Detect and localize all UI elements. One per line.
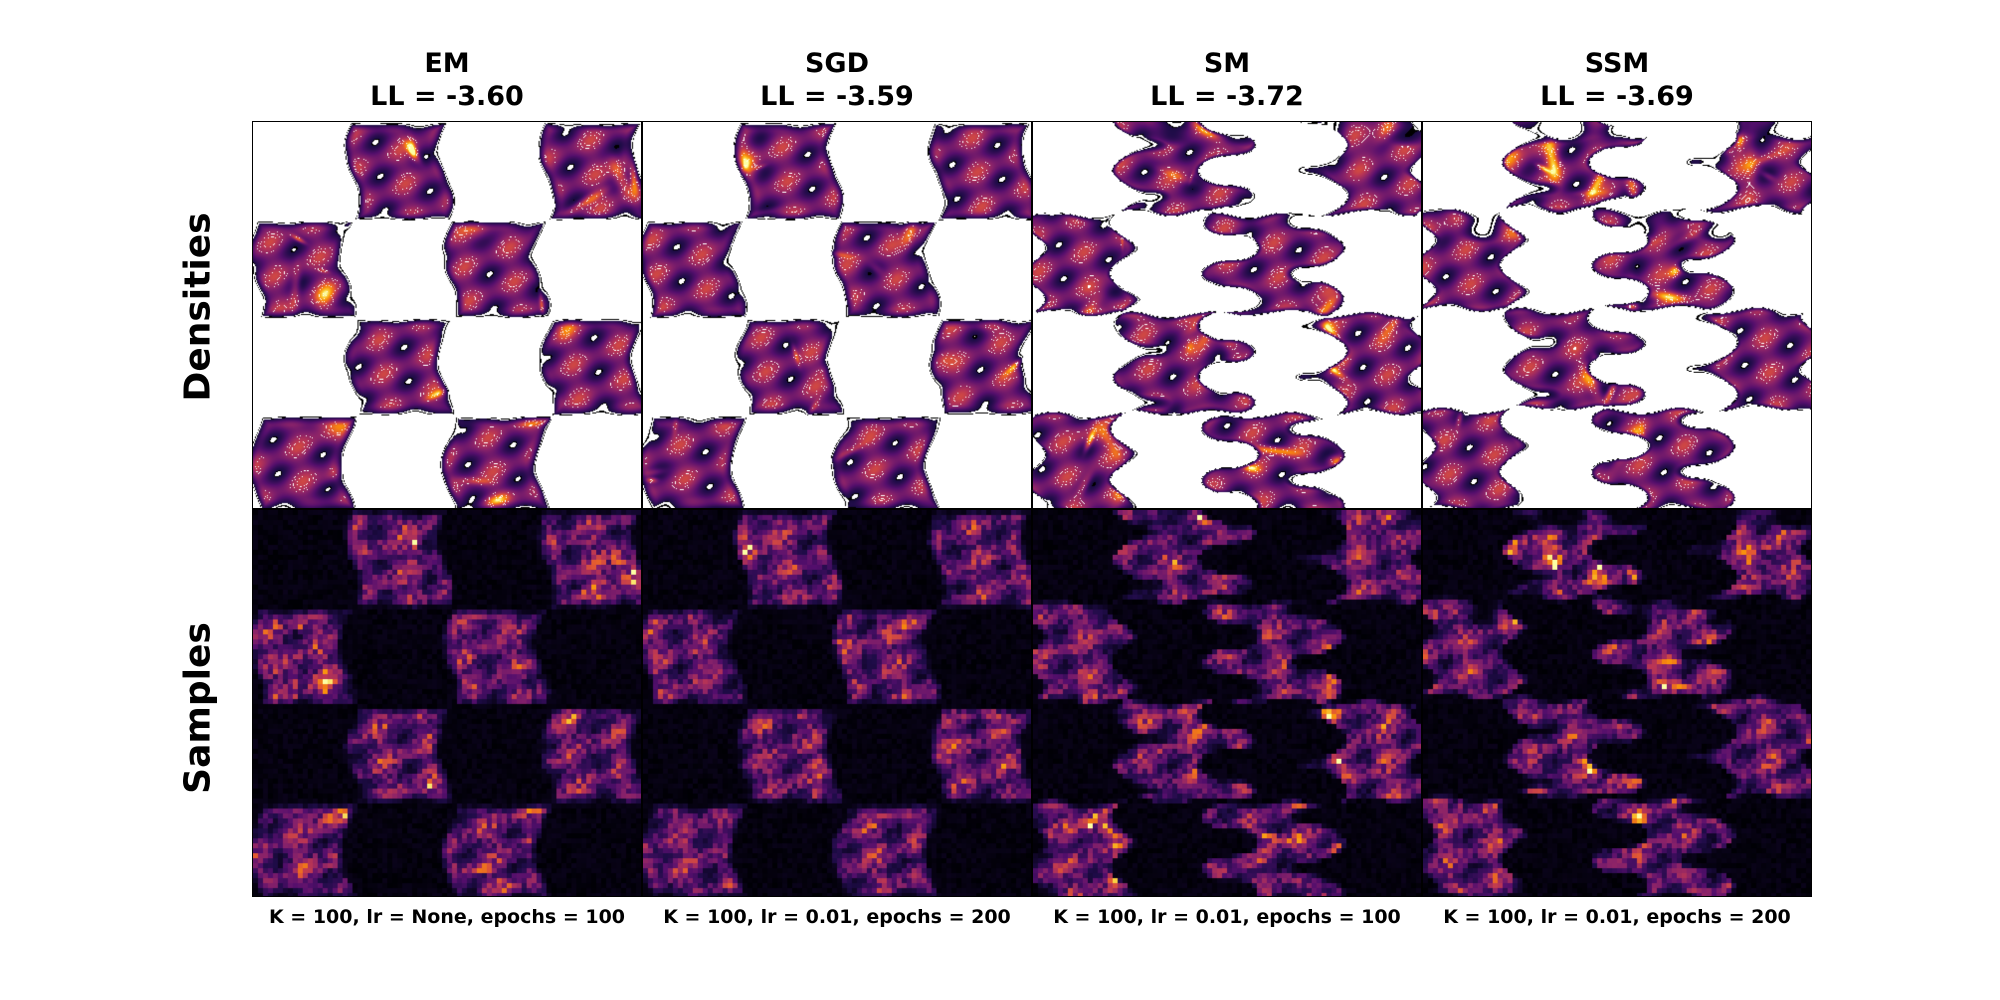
samples-panel-em [252,509,642,897]
ll-label: LL = -3.60 [370,81,524,112]
row-label-samples: Samples [177,622,219,794]
samples-panel-ssm [1422,509,1812,897]
method-label: SSM [1584,48,1650,79]
samples-panel-sm [1032,509,1422,897]
density-panel-ssm [1422,121,1812,509]
density-panel-sgd [642,121,1032,509]
ll-label: LL = -3.69 [1540,81,1694,112]
samples-panel-sgd [642,509,1032,897]
footer-sgd: K = 100, lr = 0.01, epochs = 200 [663,906,1011,928]
column-title-ssm: SSM LL = -3.69 [1422,47,1812,113]
method-label: SGD [804,48,870,79]
row-label-densities: Densities [177,212,219,402]
footer-em: K = 100, lr = None, epochs = 100 [268,906,626,928]
footer-sm: K = 100, lr = 0.01, epochs = 100 [1053,906,1401,928]
ll-label: LL = -3.72 [1150,81,1304,112]
column-title-sm: SM LL = -3.72 [1032,47,1422,113]
density-panel-sm [1032,121,1422,509]
footer-ssm: K = 100, lr = 0.01, epochs = 200 [1443,906,1791,928]
method-label: SM [1203,48,1251,79]
density-panel-em [252,121,642,509]
ll-label: LL = -3.59 [760,81,914,112]
figure-grid [252,121,1812,897]
column-title-em: EM LL = -3.60 [252,47,642,113]
column-title-sgd: SGD LL = -3.59 [642,47,1032,113]
method-label: EM [424,48,470,79]
